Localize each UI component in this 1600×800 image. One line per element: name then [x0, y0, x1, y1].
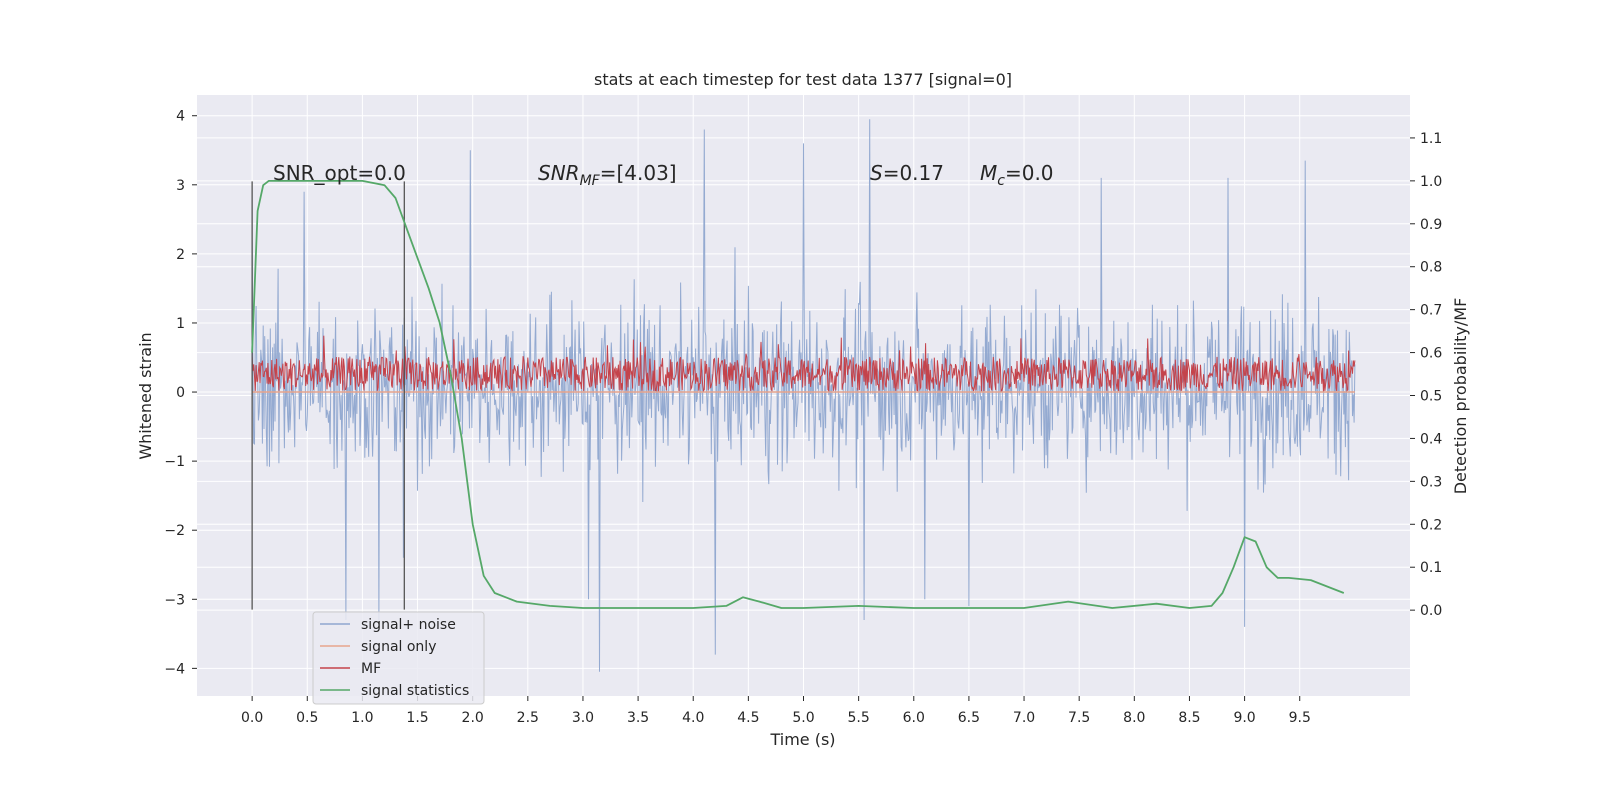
- annotation-snr-mf: SNRMF=[4.03]: [538, 161, 677, 189]
- y2-tick-label: 0.5: [1420, 389, 1442, 405]
- x-tick-label: 5.5: [848, 710, 870, 726]
- legend-label-mf: MF: [361, 661, 381, 677]
- y-tick-label: 2: [176, 247, 185, 263]
- x-tick-label: 2.0: [462, 710, 484, 726]
- x-tick-label: 2.5: [517, 710, 539, 726]
- legend: signal+ noise signal only MF signal stat…: [312, 611, 485, 705]
- y2-tick-label: 0.4: [1420, 431, 1442, 447]
- x-tick-label: 0.0: [241, 710, 263, 726]
- x-tick-label: 4.5: [737, 710, 759, 726]
- y2-tick-label: 0.0: [1420, 603, 1442, 619]
- x-tick-label: 9.5: [1289, 710, 1311, 726]
- series-line-mf: [251, 335, 1356, 392]
- y2-tick-label: 1.1: [1420, 131, 1442, 147]
- annotation-snr-mf-sub: MF: [580, 173, 601, 189]
- y2-tick-label: 1.0: [1420, 174, 1442, 190]
- y-axis-label: Whitened strain: [136, 332, 155, 459]
- legend-label-signal-only: signal only: [361, 639, 436, 655]
- annotation-mc-value: =0.0: [1005, 161, 1054, 185]
- x-tick-label: 7.0: [1013, 710, 1035, 726]
- annotation-snr-mf-base: SNR: [538, 161, 580, 185]
- x-tick-label: 4.0: [682, 710, 704, 726]
- annotation-mc-base: M: [980, 161, 997, 185]
- annotation-snr-mf-value: =[4.03]: [600, 161, 677, 185]
- y2-tick-label: 0.7: [1420, 303, 1442, 319]
- series-line-signal-statistics: [251, 180, 1345, 609]
- y2-axis-label: Detection probability/MF: [1451, 298, 1470, 495]
- annotation-s: S=0.17: [870, 161, 944, 185]
- y-tick-label: 3: [176, 178, 185, 194]
- x-tick-label: 3.5: [627, 710, 649, 726]
- y-tick-label: −4: [164, 661, 185, 677]
- legend-label-signal-statistics: signal statistics: [361, 683, 469, 699]
- y-tick-label: 1: [176, 316, 185, 332]
- chart-title: stats at each timestep for test data 137…: [594, 70, 1012, 89]
- annotation-snr-opt: SNR_opt=0.0: [273, 161, 406, 185]
- signal-statistics-series: [251, 180, 1345, 609]
- x-tick-label: 0.5: [296, 710, 318, 726]
- x-tick-label: 3.0: [572, 710, 594, 726]
- annotation-s-base: S: [870, 161, 883, 185]
- x-tick-label: 1.5: [406, 710, 428, 726]
- x-axis-ticks: 0.0 0.5 1.0 1.5 2.0 2.5 3.0 3.5 4.0 4.5 5.0 5.5 6.0 6…: [241, 696, 1311, 726]
- annotation-s-value: =0.17: [883, 161, 944, 185]
- legend-box: [312, 611, 485, 705]
- y-axis-ticks: −4 −3 −2 −1 0 1 2 3 4: [164, 109, 197, 677]
- y-tick-label: 0: [176, 385, 185, 401]
- annotation-mc-sub: c: [997, 173, 1005, 189]
- y2-tick-label: 0.3: [1420, 474, 1442, 490]
- y2-tick-label: 0.2: [1420, 517, 1442, 533]
- event-markers: [251, 181, 405, 610]
- y-tick-label: −2: [164, 523, 185, 539]
- mf-series: [251, 335, 1356, 392]
- y-tick-label: −1: [164, 454, 185, 470]
- y-tick-label: 4: [176, 109, 185, 125]
- y2-tick-label: 0.8: [1420, 260, 1442, 276]
- y-tick-label: −3: [164, 592, 185, 608]
- x-tick-label: 9.0: [1233, 710, 1255, 726]
- y2-tick-label: 0.1: [1420, 560, 1442, 576]
- x-tick-label: 5.0: [792, 710, 814, 726]
- x-tick-label: 7.5: [1068, 710, 1090, 726]
- x-tick-label: 8.5: [1178, 710, 1200, 726]
- x-tick-label: 8.0: [1123, 710, 1145, 726]
- y2-tick-label: 0.9: [1420, 217, 1442, 233]
- y2-tick-label: 0.6: [1420, 346, 1442, 362]
- x-tick-label: 6.0: [903, 710, 925, 726]
- x-tick-label: 6.5: [958, 710, 980, 726]
- legend-label-signal-noise: signal+ noise: [361, 617, 456, 633]
- x-axis-label: Time (s): [769, 730, 835, 749]
- x-tick-label: 1.0: [351, 710, 373, 726]
- y2-axis-ticks: 0.0 0.1 0.2 0.3 0.4 0.5 0.6 0.7 0.8 0.9 1.0 1.1: [1410, 131, 1442, 619]
- annotation-mc: Mc=0.0: [980, 161, 1054, 189]
